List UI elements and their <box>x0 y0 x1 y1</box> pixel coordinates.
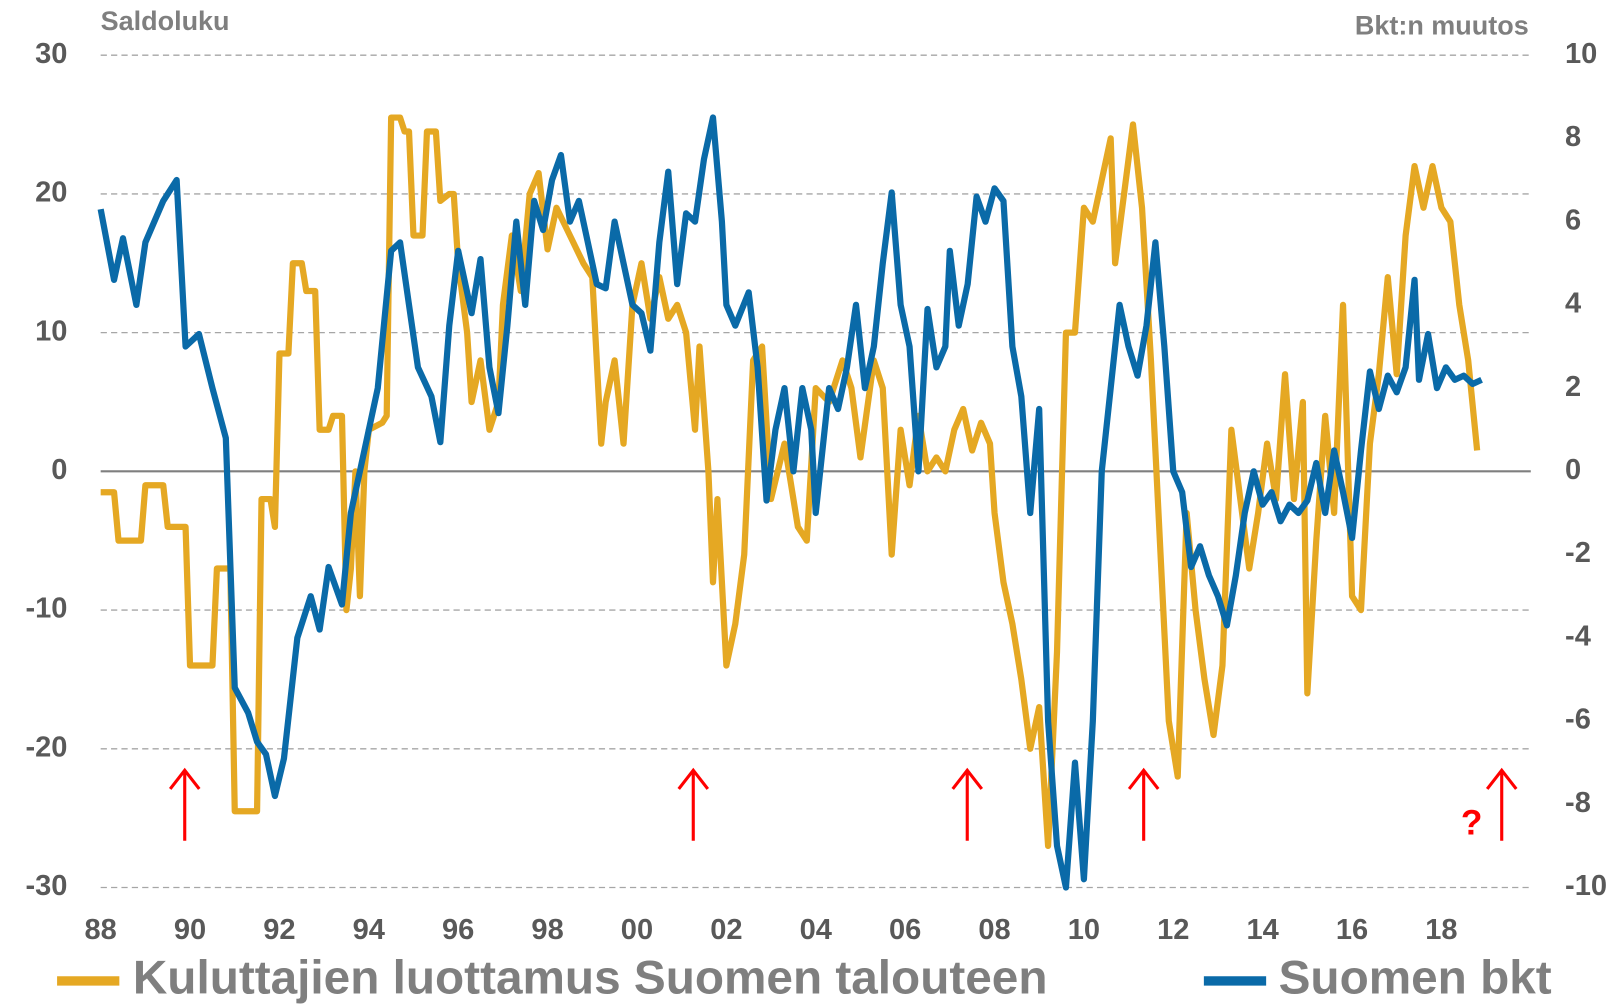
legend-label: Suomen bkt <box>1279 952 1552 1005</box>
y2-tick-label: 0 <box>1565 454 1581 486</box>
y2-tick-label: -10 <box>1565 870 1607 902</box>
y2-tick-label: 2 <box>1565 371 1581 403</box>
x-tick-label: 06 <box>889 914 921 946</box>
y2-tick-label: -2 <box>1565 537 1591 569</box>
y2-tick-label: 10 <box>1565 38 1597 70</box>
y2-axis-title: Bkt:n muutos <box>1355 10 1529 40</box>
y-tick-label: 30 <box>35 38 67 70</box>
x-tick-label: 10 <box>1068 914 1100 946</box>
x-tick-label: 16 <box>1336 914 1368 946</box>
y-tick-label: 0 <box>51 454 67 486</box>
y2-tick-label: -4 <box>1565 620 1591 652</box>
annotation: ? <box>1461 804 1483 843</box>
y-tick-label: 20 <box>35 177 67 209</box>
x-tick-label: 96 <box>442 914 474 946</box>
series-line <box>100 114 1481 850</box>
legend-label: Kuluttajien luottamus Suomen talouteen <box>133 952 1048 1005</box>
y2-tick-label: -8 <box>1565 787 1591 819</box>
x-tick-label: 98 <box>531 914 563 946</box>
x-tick-label: 14 <box>1246 914 1278 946</box>
x-tick-label: 04 <box>800 914 832 946</box>
y-tick-label: -20 <box>25 731 67 763</box>
arrows <box>168 767 1518 841</box>
y-tick-label: -10 <box>25 593 67 625</box>
x-tick-label: 18 <box>1425 914 1457 946</box>
x-tick-label: 12 <box>1157 914 1189 946</box>
x-tick-label: 02 <box>710 914 742 946</box>
y2-tick-label: -6 <box>1565 704 1591 736</box>
y2-tick-label: 6 <box>1565 204 1581 236</box>
y-axis-title: Saldoluku <box>101 6 230 36</box>
x-tick-label: 00 <box>621 914 653 946</box>
y2-tick-label: 4 <box>1565 288 1581 320</box>
x-tick-label: 08 <box>978 914 1010 946</box>
y2-tick-label: 8 <box>1565 121 1581 153</box>
y-tick-label: -30 <box>25 870 67 902</box>
x-tick-label: 94 <box>353 914 385 946</box>
y-tick-label: 10 <box>35 315 67 347</box>
series-line <box>97 114 1483 891</box>
x-tick-label: 90 <box>174 914 206 946</box>
x-tick-label: 92 <box>263 914 295 946</box>
x-tick-label: 88 <box>85 914 117 946</box>
